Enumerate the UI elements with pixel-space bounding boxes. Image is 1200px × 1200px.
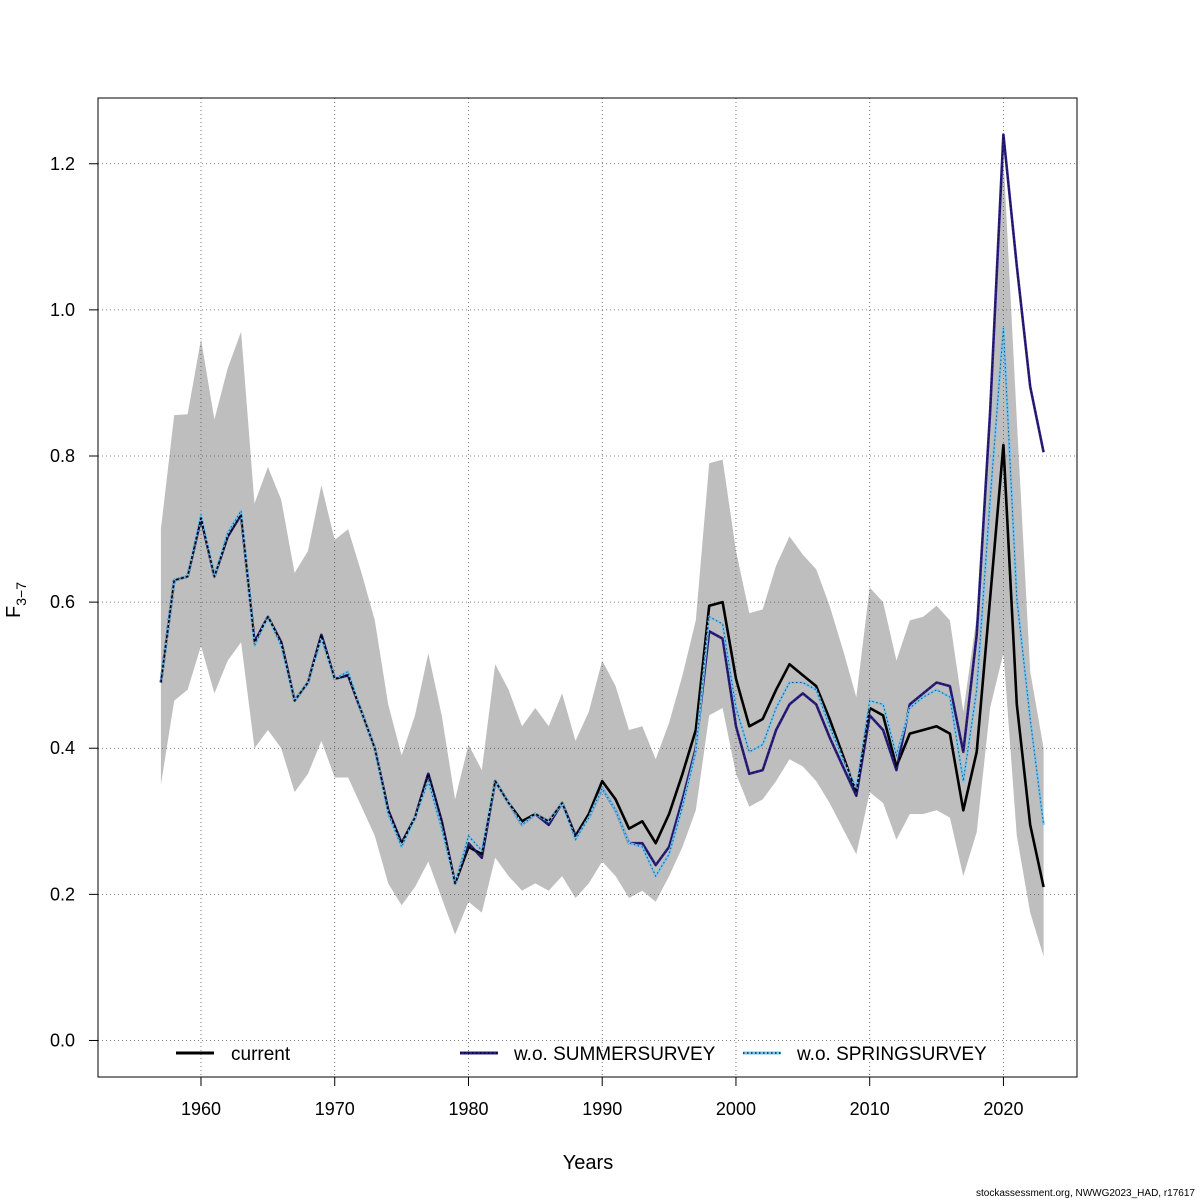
y-tick-label-0.0: 0.0 — [50, 1030, 75, 1050]
svg-text:F3−7: F3−7 — [3, 582, 29, 618]
x-tick-label-2020: 2020 — [983, 1099, 1023, 1119]
x-tick-label-1970: 1970 — [315, 1099, 355, 1119]
y-axis-title: F3−7 — [3, 582, 29, 618]
legend-label-spring: w.o. SPRINGSURVEY — [796, 1044, 987, 1065]
y-tick-label-1.2: 1.2 — [50, 154, 75, 174]
y-tick-label-0.4: 0.4 — [50, 738, 75, 758]
x-tick-label-1960: 1960 — [181, 1099, 221, 1119]
x-tick-label-2000: 2000 — [716, 1099, 756, 1119]
y-tick-label-1.0: 1.0 — [50, 300, 75, 320]
legend-label-current: current — [231, 1044, 291, 1065]
confidence-band — [160, 156, 1044, 957]
x-tick-label-2010: 2010 — [850, 1099, 890, 1119]
y-axis-title-main: F — [3, 606, 25, 618]
confidence-band-layer — [160, 156, 1044, 957]
legend-label-summer: w.o. SUMMERSURVEY — [513, 1044, 716, 1065]
credit-text: stockassessment.org, NWWG2023_HAD, r1761… — [976, 1188, 1195, 1199]
x-axis: 1960 1970 1980 1990 2000 2010 2020 — [181, 1077, 1023, 1119]
series-line-current-overlay — [160, 444, 1045, 888]
series-layer — [159, 133, 1045, 888]
y-tick-label-0.8: 0.8 — [50, 446, 75, 466]
y-axis-title-sub: 3−7 — [13, 582, 29, 606]
x-tick-label-1980: 1980 — [448, 1099, 488, 1119]
y-axis: 0.0 0.2 0.4 0.6 0.8 1.0 1.2 — [50, 154, 98, 1050]
plot-frame — [97, 97, 1078, 1078]
legend: current w.o. SUMMERSURVEY w.o. SPRINGSUR… — [176, 1044, 987, 1065]
y-tick-label-0.2: 0.2 — [50, 884, 75, 904]
x-axis-title: Years — [563, 1152, 613, 1174]
series-line-spring-dots — [160, 328, 1045, 886]
x-tick-label-1990: 1990 — [582, 1099, 622, 1119]
y-tick-label-0.6: 0.6 — [50, 592, 75, 612]
